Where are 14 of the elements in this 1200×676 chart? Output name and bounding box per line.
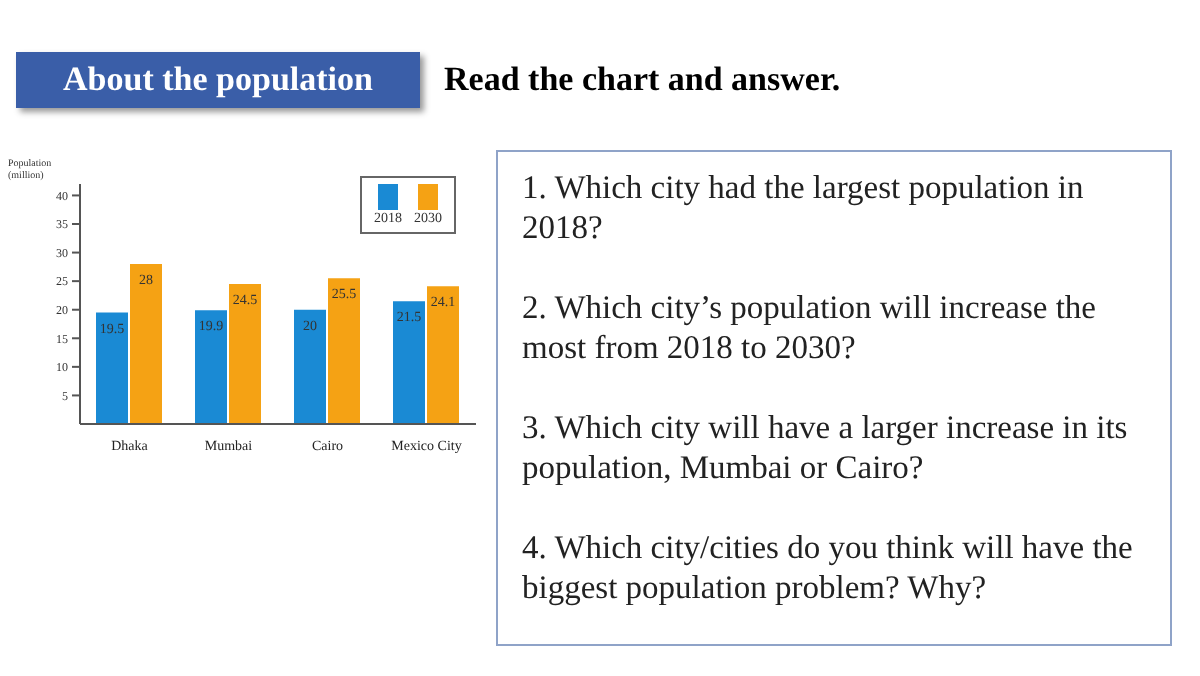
bar <box>130 264 162 424</box>
chart-title: About the population <box>16 52 420 108</box>
bar <box>96 312 128 424</box>
text: 3. Which city will have a larger increase in its population, Mumbai or Cairo? <box>522 408 1130 488</box>
bar <box>427 286 459 424</box>
bar <box>195 310 227 424</box>
text: 4. Which city/cities do you think will have the biggest population problem? Why? <box>522 528 1135 608</box>
text: Read the chart and answer. <box>444 58 841 102</box>
bar <box>328 278 360 424</box>
text: 2. Which city’s population will increase the most from 2018 to 2030? <box>522 288 1099 368</box>
bar <box>229 284 261 424</box>
text: 1. Which city had the largest population in 2018? <box>522 168 1086 248</box>
bar <box>393 301 425 424</box>
bar <box>294 309 326 424</box>
